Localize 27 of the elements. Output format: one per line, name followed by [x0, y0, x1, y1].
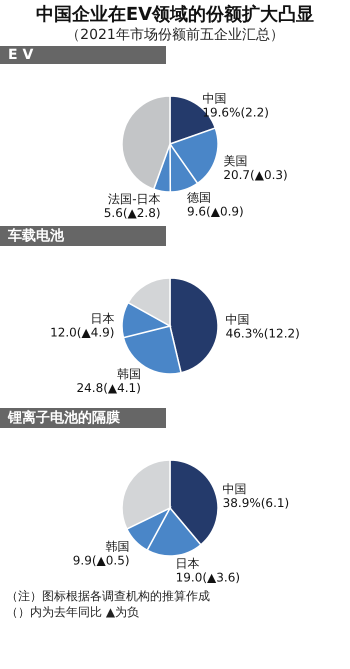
- slice-label: 日本: [176, 556, 200, 571]
- chart-title: 锂离子电池的隔膜: [0, 408, 166, 428]
- data-label: 38.9%(6.1): [222, 496, 290, 510]
- data-label: 46.3%(12.2): [226, 326, 300, 341]
- data-label: 24.8(▲4.1): [76, 380, 141, 395]
- text: （2021年市场份额前五企业汇总）: [65, 26, 285, 44]
- slice-label: 德国: [186, 190, 211, 204]
- data-label: 19.0(▲3.6): [176, 570, 240, 585]
- text: （）内为去年同比 ▲为负: [5, 604, 140, 620]
- chart-title: E V: [0, 46, 166, 64]
- slice-label: 中国: [226, 312, 250, 327]
- data-label: 12.0(▲4.9): [50, 326, 114, 340]
- data-label: 9.9(▲0.5): [72, 554, 130, 568]
- data-label: 19.6%(2.2): [202, 105, 269, 120]
- slice-label: 韩国: [116, 366, 141, 381]
- data-label: 20.7(▲0.3): [223, 168, 288, 182]
- data-label: 9.6(▲0.9): [186, 204, 244, 218]
- slice-label: 中国: [222, 482, 247, 496]
- text: 中国企业在EV领域的份额扩大凸显: [34, 3, 316, 26]
- slice-label: 日本: [90, 312, 114, 326]
- slice-label: 法国-日本: [108, 192, 161, 206]
- chart-title: 车载电池: [0, 226, 166, 246]
- data-label: 5.6(▲2.8): [104, 206, 161, 220]
- slice-label: 中国: [202, 91, 226, 106]
- slice-label: 美国: [223, 154, 248, 168]
- text: （注）图标根据各调查机构的推算作成: [5, 588, 211, 604]
- slice-label: 韩国: [106, 540, 130, 554]
